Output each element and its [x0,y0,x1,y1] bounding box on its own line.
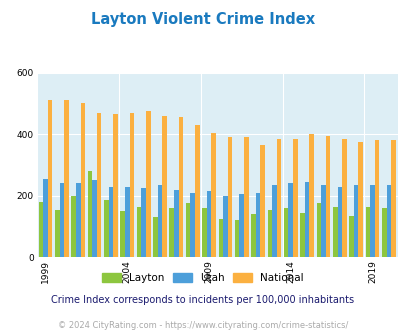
Bar [358,142,362,257]
Bar [341,139,346,257]
Bar [332,207,337,257]
Bar [283,208,288,257]
Bar [260,145,264,257]
Bar [337,186,341,257]
Bar [174,190,178,257]
Bar [348,216,353,257]
Bar [129,113,134,257]
Text: Layton Violent Crime Index: Layton Violent Crime Index [91,12,314,26]
Bar [288,183,292,257]
Bar [320,185,325,257]
Bar [292,139,297,257]
Bar [71,196,76,257]
Bar [227,137,232,257]
Bar [202,208,206,257]
Bar [141,188,145,257]
Bar [211,133,215,257]
Bar [97,113,101,257]
Bar [353,185,358,257]
Bar [386,185,390,257]
Bar [178,117,183,257]
Bar [206,191,211,257]
Bar [390,140,395,257]
Bar [304,182,309,257]
Bar [157,185,162,257]
Bar [38,202,43,257]
Bar [113,114,117,257]
Bar [87,171,92,257]
Legend: Layton, Utah, National: Layton, Utah, National [100,271,305,285]
Bar [153,217,157,257]
Bar [109,186,113,257]
Bar [222,196,227,257]
Bar [185,204,190,257]
Bar [255,193,260,257]
Bar [316,204,320,257]
Bar [76,183,80,257]
Bar [125,186,129,257]
Bar [300,213,304,257]
Bar [218,219,222,257]
Bar [145,111,150,257]
Bar [55,210,60,257]
Bar [243,137,248,257]
Bar [381,208,386,257]
Bar [271,185,276,257]
Bar [251,214,255,257]
Bar [325,136,330,257]
Bar [92,181,97,257]
Bar [190,193,194,257]
Bar [365,207,369,257]
Bar [136,207,141,257]
Text: Crime Index corresponds to incidents per 100,000 inhabitants: Crime Index corresponds to incidents per… [51,295,354,305]
Bar [64,100,68,257]
Bar [162,116,166,257]
Bar [48,100,52,257]
Bar [194,125,199,257]
Bar [43,179,48,257]
Bar [309,134,313,257]
Bar [169,208,174,257]
Bar [80,103,85,257]
Bar [369,185,374,257]
Bar [120,211,125,257]
Bar [60,183,64,257]
Bar [104,200,109,257]
Text: © 2024 CityRating.com - https://www.cityrating.com/crime-statistics/: © 2024 CityRating.com - https://www.city… [58,321,347,330]
Bar [239,194,243,257]
Bar [267,210,271,257]
Bar [234,220,239,257]
Bar [374,140,378,257]
Bar [276,139,281,257]
